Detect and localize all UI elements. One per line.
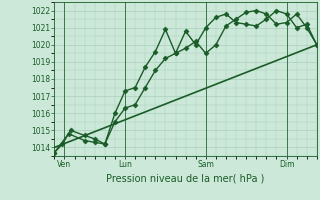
X-axis label: Pression niveau de la mer( hPa ): Pression niveau de la mer( hPa ) — [107, 173, 265, 183]
